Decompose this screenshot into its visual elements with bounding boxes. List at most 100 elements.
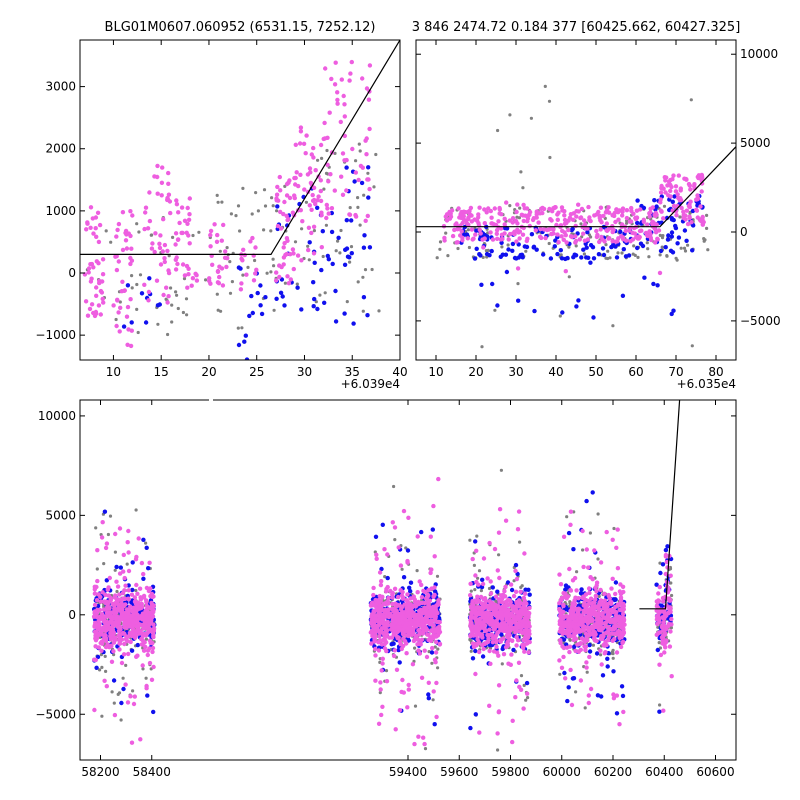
data-point <box>435 256 439 260</box>
data-point <box>508 582 514 587</box>
data-point <box>514 576 520 582</box>
data-point <box>287 178 292 183</box>
data-point <box>100 665 104 670</box>
data-point <box>393 727 398 732</box>
data-point <box>487 586 492 591</box>
data-point <box>551 227 556 232</box>
data-point <box>623 228 628 234</box>
data-point <box>480 654 486 659</box>
data-point <box>271 204 275 208</box>
data-point <box>423 747 428 751</box>
data-point <box>109 659 115 664</box>
data-point <box>403 617 409 623</box>
data-point <box>515 571 520 577</box>
data-point <box>401 508 407 514</box>
data-point <box>216 200 220 204</box>
data-point <box>298 172 303 177</box>
data-point <box>272 308 276 312</box>
x-tick-label: 10 <box>106 365 121 379</box>
data-point <box>579 255 584 260</box>
data-point <box>288 277 293 282</box>
data-point <box>669 184 674 190</box>
data-point <box>98 594 103 600</box>
data-point <box>414 613 419 618</box>
data-point <box>357 142 361 146</box>
data-point <box>526 587 531 592</box>
data-point <box>422 741 427 747</box>
data-point <box>104 578 110 583</box>
data-point <box>113 621 118 626</box>
data-point <box>465 236 470 241</box>
data-point <box>350 146 355 152</box>
data-point <box>596 557 600 561</box>
data-point <box>474 548 479 553</box>
data-point <box>692 184 697 189</box>
data-point <box>658 233 662 237</box>
data-point <box>169 286 173 290</box>
data-point <box>253 245 258 250</box>
data-point <box>490 640 496 645</box>
data-point <box>176 306 180 311</box>
data-point <box>407 614 412 619</box>
data-point <box>673 223 678 229</box>
data-point <box>136 330 140 335</box>
data-point <box>140 663 145 668</box>
data-point <box>134 508 138 512</box>
data-point <box>119 597 124 602</box>
data-point <box>552 244 557 249</box>
data-point <box>298 129 304 134</box>
data-point <box>369 620 374 625</box>
data-point <box>256 209 260 213</box>
data-point <box>405 592 410 597</box>
data-point <box>418 641 423 646</box>
data-point <box>85 313 91 318</box>
data-point <box>234 214 238 218</box>
data-point <box>123 238 129 243</box>
data-point <box>664 215 670 221</box>
data-point <box>104 229 108 233</box>
data-point <box>684 208 690 213</box>
data-point <box>654 582 659 587</box>
data-point <box>134 588 138 593</box>
data-point <box>130 274 134 278</box>
data-point <box>684 238 689 243</box>
data-point <box>146 289 152 295</box>
data-point <box>500 245 504 249</box>
data-point <box>342 114 347 119</box>
data-point <box>146 627 151 632</box>
data-point <box>679 205 684 211</box>
data-point <box>376 640 381 645</box>
data-point <box>361 245 367 250</box>
data-point <box>323 66 328 71</box>
data-point <box>522 591 528 596</box>
data-point <box>118 305 123 310</box>
data-point <box>278 290 284 295</box>
data-point <box>511 647 516 653</box>
data-point <box>149 677 155 682</box>
x-tick-label: 25 <box>249 365 264 379</box>
data-point <box>563 583 569 588</box>
data-point <box>92 623 98 629</box>
data-point <box>393 538 397 542</box>
data-point <box>434 714 439 720</box>
data-point <box>117 526 123 531</box>
data-point <box>390 601 395 607</box>
data-point <box>464 232 470 237</box>
data-point <box>146 588 152 594</box>
data-point <box>143 633 149 638</box>
data-point <box>495 589 500 594</box>
data-point <box>433 589 438 594</box>
data-point <box>112 712 118 718</box>
data-point <box>185 205 190 211</box>
data-point <box>129 258 135 263</box>
data-point <box>228 260 232 264</box>
data-point <box>430 527 435 532</box>
y-tick-label: −5000 <box>740 314 781 328</box>
data-point <box>187 212 192 217</box>
data-point <box>410 610 415 615</box>
data-point <box>274 270 279 275</box>
data-point <box>543 235 548 241</box>
data-point <box>170 320 174 324</box>
data-point <box>311 145 316 151</box>
data-point <box>98 668 102 672</box>
